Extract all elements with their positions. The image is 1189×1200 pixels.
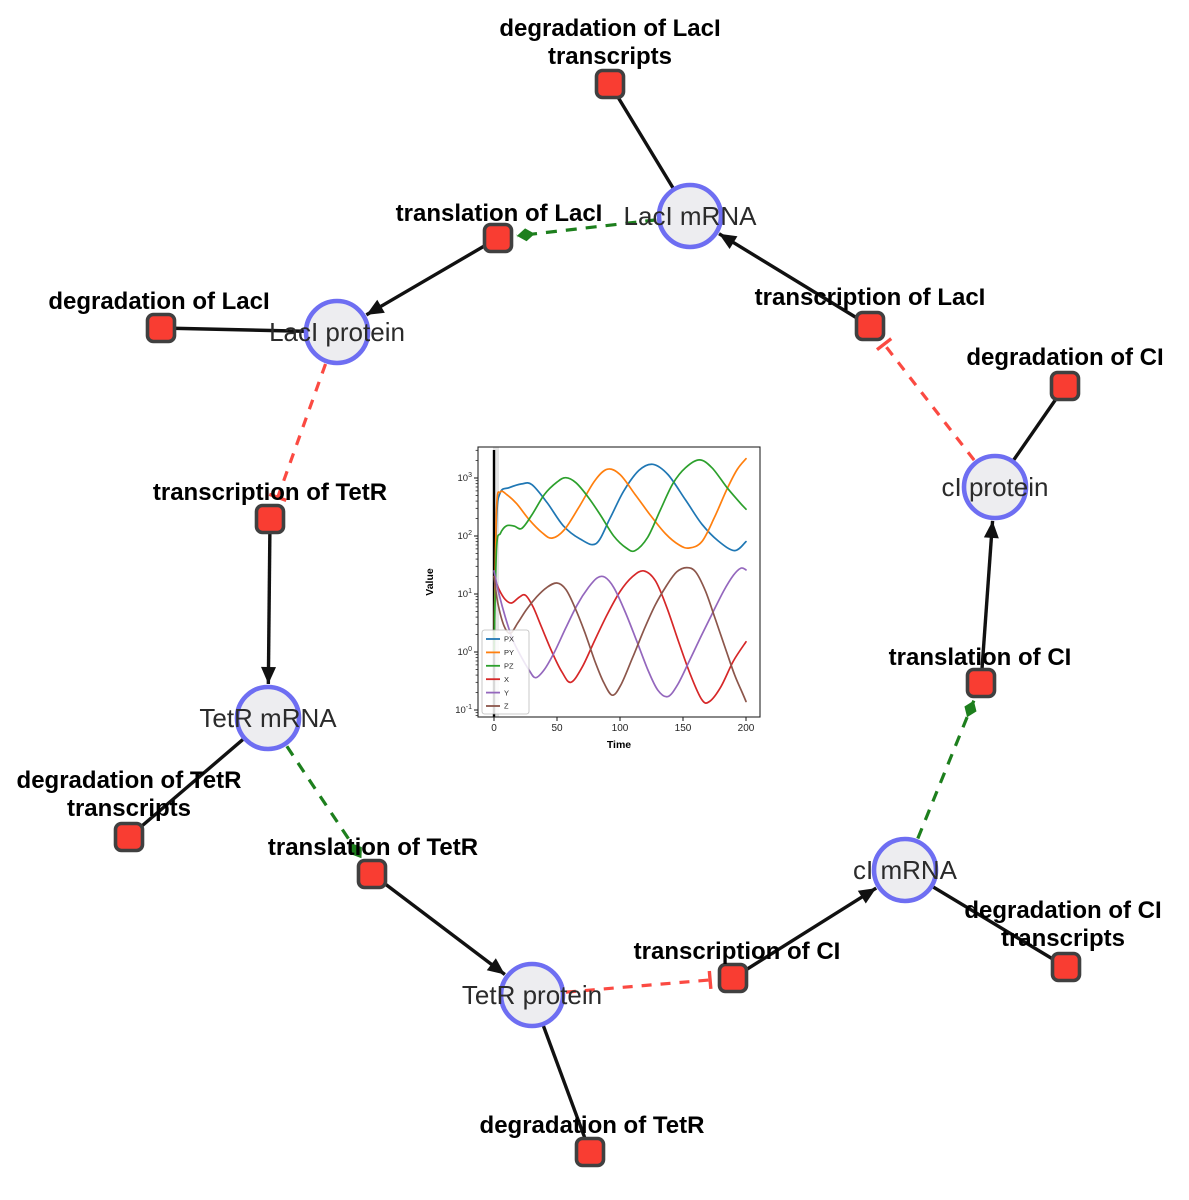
species-label-ci_prot: cI protein [942, 472, 1049, 502]
reaction-label-deg_laci-line0: degradation of LacI [48, 288, 269, 315]
edge-tetr_mrna-tl_tetr-modifier [285, 745, 363, 860]
reaction-node-deg_tetr_tx [113, 821, 145, 853]
x-tick-200: 200 [738, 723, 755, 734]
legend-label-Y: Y [504, 688, 509, 697]
edge-tl_ci-ci_prot-product [979, 520, 999, 684]
reaction-node-deg_ci_tx [1050, 951, 1082, 983]
x-tick-150: 150 [675, 723, 692, 734]
x-axis-label: Time [607, 739, 631, 751]
edges-layer [127, 83, 1067, 1153]
y-tick-1e2: 102 [458, 530, 473, 542]
reaction-node-tl_laci [482, 222, 514, 254]
species-label-laci_mrna: LacI mRNA [624, 201, 758, 231]
species-label-tetr_mrna: TetR mRNA [199, 703, 337, 733]
y-tick-1e0: 100 [458, 646, 473, 658]
legend-label-X: X [504, 675, 509, 684]
y-tick-1e3: 103 [458, 472, 473, 484]
legend-label-PZ: PZ [504, 662, 514, 671]
edge-tl_laci-laci_prot-product [365, 236, 499, 317]
series-PX [493, 463, 747, 653]
edge-tetr_prot-tx_ci-inhibition [565, 970, 713, 994]
reaction-label-deg_ci_tx-line1: transcripts [1001, 925, 1125, 952]
reaction-label-deg_laci_tx-line0: degradation of LacI [499, 15, 720, 42]
species-label-tetr_prot: TetR protein [462, 980, 602, 1010]
reaction-label-deg_tetr-line0: degradation of TetR [480, 1112, 705, 1139]
reaction-label-tl_laci-line0: translation of LacI [396, 200, 603, 227]
reaction-label-tx_tetr-line0: transcription of TetR [153, 479, 387, 506]
species-node-tetr_mrna [234, 684, 302, 752]
species-node-ci_mrna [871, 836, 939, 904]
series-X [493, 569, 747, 704]
series-Z [493, 566, 747, 703]
edge-ci_mrna-tl_ci-modifier [916, 699, 977, 840]
reaction-node-tl_ci [965, 667, 997, 699]
y-axis-label: Value [424, 568, 436, 596]
reaction-label-deg_ci_tx-line0: degradation of CI [964, 897, 1161, 924]
inset-plot: 0 50 100 150 200 103 102 101 100 10-1 PX PY PZ X Y Z T… [420, 426, 772, 766]
y-tick-1e1: 101 [458, 588, 473, 600]
y-tick-1e-1: 10-1 [455, 704, 472, 716]
reaction-label-deg_ci-line0: degradation of CI [966, 344, 1163, 371]
series-Y [493, 567, 747, 698]
series-PZ [493, 459, 747, 653]
reaction-label-tl_tetr-line0: translation of TetR [268, 834, 478, 861]
reaction-node-tx_tetr [254, 503, 286, 535]
reaction-label-deg_laci_tx-line1: transcripts [548, 43, 672, 70]
species-node-tetr_prot [498, 961, 566, 1029]
reaction-node-tx_ci [717, 962, 749, 994]
legend-label-Z: Z [504, 702, 509, 711]
reaction-node-deg_laci_tx [594, 68, 626, 100]
reaction-node-tx_laci [854, 310, 886, 342]
species-label-ci_mrna: cI mRNA [853, 855, 958, 885]
reaction-label-tl_ci-line0: translation of CI [889, 644, 1072, 671]
x-tick-100: 100 [612, 723, 629, 734]
legend-label-PY: PY [504, 648, 514, 657]
species-node-laci_mrna [656, 182, 724, 250]
timecourse-chart: 0 50 100 150 200 103 102 101 100 10-1 PX PY PZ XYZ T… [424, 446, 761, 751]
edge-tl_tetr-tetr_prot-product [370, 872, 506, 976]
reaction-node-deg_tetr [574, 1136, 606, 1168]
labels-layer: degradation of LacItranscriptstranslatio… [17, 15, 1164, 1139]
x-tick-0: 0 [491, 723, 497, 734]
reaction-label-deg_tetr_tx-line1: transcripts [67, 795, 191, 822]
reaction-label-deg_tetr_tx-line0: degradation of TetR [17, 767, 242, 794]
legend-label-PX: PX [504, 635, 514, 644]
species-node-ci_prot [961, 453, 1029, 521]
species-label-laci_prot: LacI protein [269, 317, 405, 347]
reaction-node-deg_ci [1049, 370, 1081, 402]
edge-tx_laci-laci_mrna-product [718, 232, 871, 328]
species-node-laci_prot [303, 298, 371, 366]
reaction-node-deg_laci [145, 312, 177, 344]
reaction-node-tl_tetr [356, 858, 388, 890]
reaction-label-tx_laci-line0: transcription of LacI [755, 284, 986, 311]
edge-tx_tetr-tetr_mrna-product [261, 518, 277, 685]
series-PY [493, 457, 747, 653]
plot-frame [477, 446, 761, 718]
edge-tx_ci-ci_mrna-product [732, 886, 878, 980]
edge-ci_prot-tx_laci-inhibition [875, 337, 976, 462]
edge-laci_prot-tx_tetr-inhibition [268, 363, 328, 502]
reaction-label-tx_ci-line0: transcription of CI [634, 938, 841, 965]
edge-laci_mrna-tl_laci-modifier [516, 218, 657, 242]
x-tick-50: 50 [551, 723, 563, 734]
nodes-layer [113, 68, 1082, 1168]
